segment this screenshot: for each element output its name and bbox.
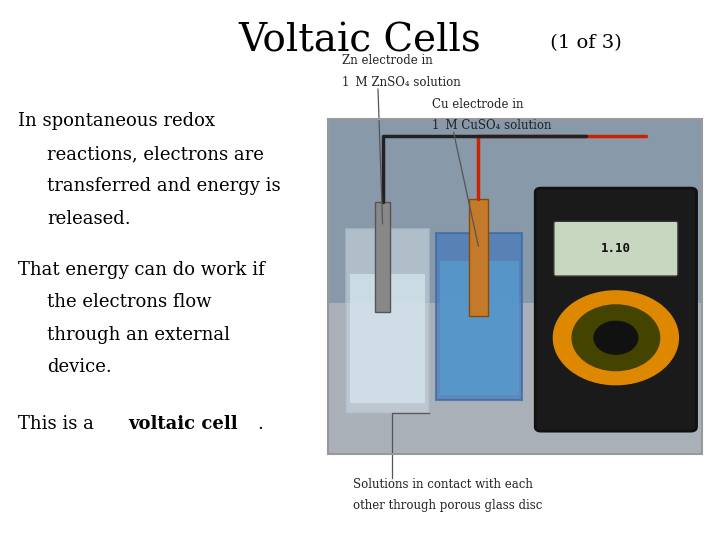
- Text: In spontaneous redox: In spontaneous redox: [18, 112, 215, 131]
- Text: .: .: [257, 415, 263, 433]
- Text: 1.10: 1.10: [601, 242, 631, 255]
- Text: 1  M CuSO₄ solution: 1 M CuSO₄ solution: [432, 119, 552, 132]
- Text: That energy can do work if: That energy can do work if: [18, 261, 265, 279]
- Text: other through porous glass disc: other through porous glass disc: [353, 500, 542, 512]
- Text: transferred and energy is: transferred and energy is: [47, 177, 280, 195]
- FancyBboxPatch shape: [346, 230, 428, 414]
- Bar: [469, 199, 488, 316]
- Bar: [375, 201, 390, 312]
- Text: Solutions in contact with each: Solutions in contact with each: [353, 478, 533, 491]
- Text: the electrons flow: the electrons flow: [47, 293, 211, 312]
- Text: Zn electrode in: Zn electrode in: [342, 55, 433, 68]
- Circle shape: [594, 321, 638, 354]
- FancyBboxPatch shape: [535, 188, 696, 431]
- FancyBboxPatch shape: [436, 233, 522, 400]
- Bar: [328, 119, 702, 454]
- Text: device.: device.: [47, 358, 112, 376]
- Text: 1  M ZnSO₄ solution: 1 M ZnSO₄ solution: [342, 76, 461, 89]
- Text: through an external: through an external: [47, 326, 230, 344]
- Bar: [328, 303, 702, 454]
- Bar: [350, 274, 425, 403]
- Text: (1 of 3): (1 of 3): [544, 33, 621, 52]
- Text: Voltaic Cells: Voltaic Cells: [238, 22, 482, 59]
- Text: reactions, electrons are: reactions, electrons are: [47, 145, 264, 163]
- Circle shape: [554, 291, 678, 384]
- Bar: [440, 261, 518, 395]
- Circle shape: [572, 305, 660, 370]
- Text: This is a: This is a: [18, 415, 99, 433]
- Text: released.: released.: [47, 210, 130, 228]
- Text: voltaic cell: voltaic cell: [128, 415, 238, 433]
- FancyBboxPatch shape: [554, 221, 678, 276]
- Bar: [328, 119, 702, 303]
- Text: Cu electrode in: Cu electrode in: [432, 98, 523, 111]
